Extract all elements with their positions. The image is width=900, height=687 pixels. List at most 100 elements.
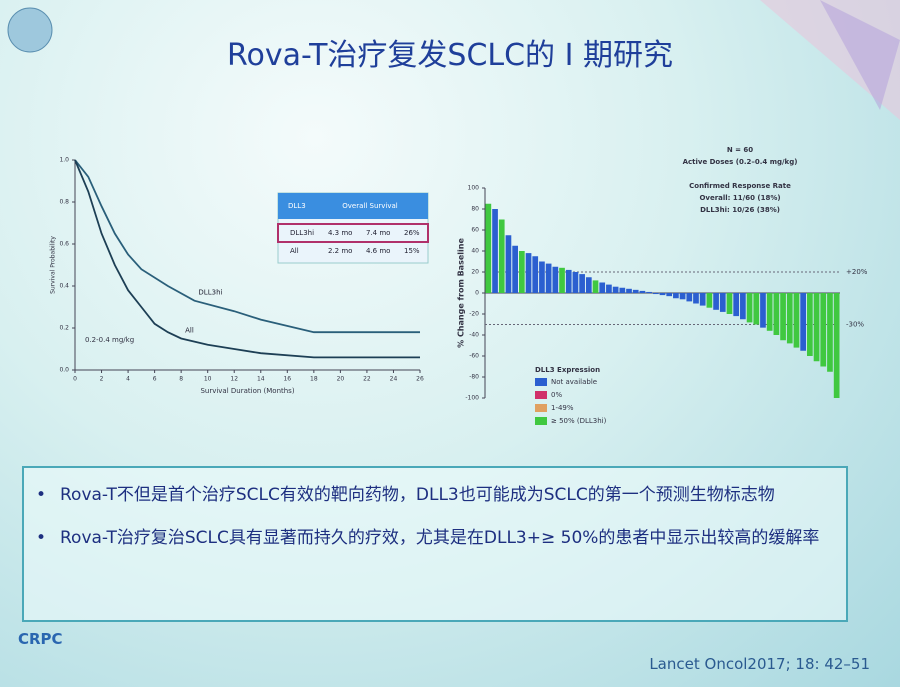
- bar: [666, 293, 673, 297]
- bar: [686, 293, 693, 302]
- x-tick-label: 26: [416, 376, 424, 383]
- note: Overall: 11/60 (18%): [699, 194, 780, 202]
- bar: [632, 289, 639, 293]
- x-tick-label: 4: [126, 376, 130, 383]
- bar: [512, 245, 518, 293]
- bar: [699, 293, 706, 306]
- bar: [793, 293, 800, 348]
- x-tick-label: 20: [337, 376, 345, 383]
- y-tick-label: 60: [471, 227, 479, 234]
- survival-curve: [74, 159, 420, 334]
- legend-swatch: [535, 404, 547, 412]
- university-logo: [7, 7, 53, 53]
- note: Confirmed Response Rate: [689, 182, 791, 190]
- bar: [733, 293, 740, 317]
- note: DLL3hi: 10/26 (38%): [700, 206, 780, 214]
- citation: Lancet Oncol2017; 18: 42–51: [649, 655, 870, 673]
- table-header: Overall Survival: [342, 202, 398, 210]
- y-tick-label: 1.0: [59, 157, 69, 164]
- bar: [820, 293, 827, 367]
- bar: [659, 293, 666, 296]
- bullet: Rova-T治疗复治SCLC具有显著而持久的疗效，尤其是在DLL3+≥ 50%的…: [24, 523, 826, 554]
- y-tick-label: 0.6: [59, 241, 69, 248]
- table-cell: 7.4 mo: [366, 229, 390, 237]
- bar: [619, 287, 626, 293]
- bar: [693, 293, 699, 304]
- y-tick-label: 100: [468, 185, 480, 192]
- bar: [492, 209, 498, 293]
- y-tick-label: 0.4: [59, 283, 69, 290]
- table-cell: All: [290, 247, 299, 255]
- legend-label: 1-49%: [551, 404, 574, 412]
- bar: [833, 293, 840, 398]
- survival-curve: [74, 159, 420, 359]
- bar: [766, 293, 773, 331]
- bar: [713, 293, 719, 310]
- bar: [780, 293, 786, 341]
- bar: [559, 267, 565, 293]
- bar: [639, 290, 646, 293]
- bar: [498, 219, 505, 293]
- bar: [532, 256, 539, 293]
- bar: [740, 293, 746, 320]
- bar: [800, 293, 807, 351]
- note: N = 60: [727, 146, 753, 154]
- bar: [572, 272, 579, 293]
- y-axis-label: Survival Probability: [50, 236, 57, 294]
- legend-label: 0%: [551, 391, 562, 399]
- bar: [786, 293, 793, 344]
- bar: [673, 293, 679, 299]
- curve-label: DLL3hi: [198, 289, 222, 297]
- reference-label: +20%: [846, 268, 868, 276]
- bar: [626, 288, 632, 293]
- y-tick-label: -80: [469, 374, 479, 381]
- bar: [552, 266, 559, 293]
- legend-swatch: [535, 417, 547, 425]
- y-tick-label: 0.0: [59, 367, 69, 374]
- x-tick-label: 0: [73, 376, 77, 383]
- x-tick-label: 14: [257, 376, 265, 383]
- bar: [652, 293, 659, 295]
- y-tick-label: 80: [471, 206, 479, 213]
- y-tick-label: 20: [471, 269, 479, 276]
- legend-swatch: [535, 378, 547, 386]
- bar: [773, 293, 780, 335]
- bar: [539, 261, 545, 293]
- table-cell: 15%: [404, 247, 420, 255]
- bar: [813, 293, 820, 362]
- x-tick-label: 2: [100, 376, 104, 383]
- table-cell: 26%: [404, 229, 420, 237]
- bar: [726, 293, 733, 314]
- bar: [746, 293, 753, 323]
- y-tick-label: -40: [469, 332, 479, 339]
- table-highlight: [277, 223, 429, 243]
- bar: [599, 282, 606, 293]
- bar: [485, 203, 492, 293]
- bar: [807, 293, 813, 356]
- curve-label: All: [185, 327, 194, 335]
- y-tick-label: -100: [465, 395, 479, 402]
- bar: [545, 263, 552, 293]
- note: Active Doses (0.2–0.4 mg/kg): [683, 158, 798, 166]
- table-header: DLL3: [288, 202, 306, 210]
- annotation: 0.2-0.4 mg/kg: [85, 336, 134, 344]
- bar: [760, 293, 766, 328]
- table-cell: 2.2 mo: [328, 247, 352, 255]
- table-cell: 4.6 mo: [366, 247, 390, 255]
- x-tick-label: 10: [204, 376, 212, 383]
- bar: [579, 274, 585, 293]
- x-tick-label: 6: [153, 376, 157, 383]
- x-tick-label: 12: [230, 376, 238, 383]
- legend-label: Not available: [551, 378, 597, 386]
- y-tick-label: 0: [475, 290, 479, 297]
- x-tick-label: 18: [310, 376, 318, 383]
- decoration: [820, 0, 900, 110]
- bar: [606, 284, 612, 293]
- bar: [505, 235, 512, 293]
- table-header-bg: [278, 193, 428, 219]
- bar: [753, 293, 760, 325]
- bar: [592, 280, 599, 293]
- table-cell: 4.3 mo: [328, 229, 352, 237]
- y-tick-label: 0.8: [59, 199, 69, 206]
